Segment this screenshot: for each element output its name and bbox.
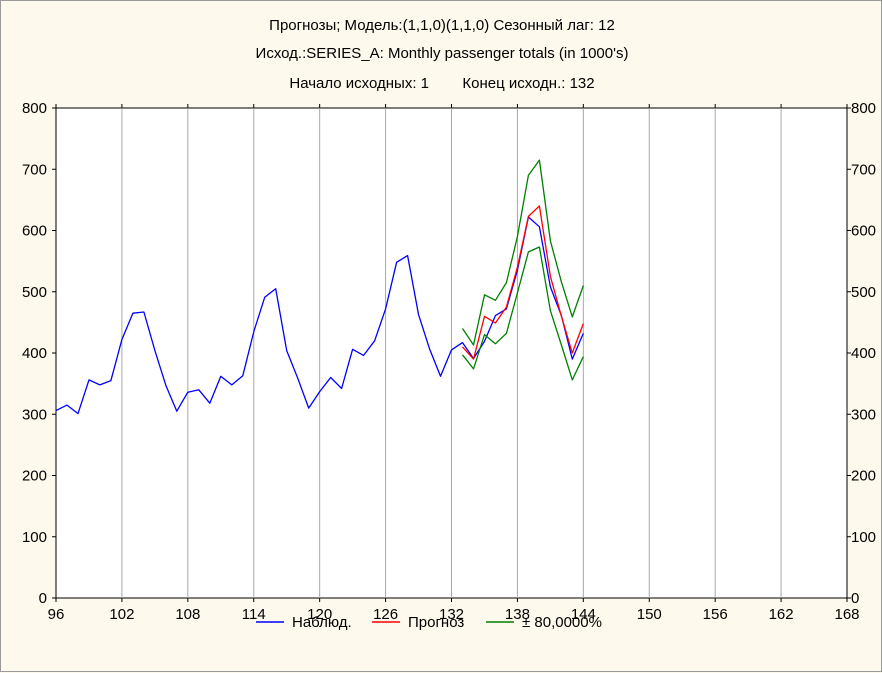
y-tick-label-left: 0 [39, 590, 47, 607]
x-tick-label: 144 [571, 606, 596, 623]
y-tick-label-right: 400 [851, 345, 876, 362]
series-line-3 [461, 246, 584, 381]
legend-label: Прогноз [408, 614, 464, 631]
y-tick-label-left: 100 [22, 529, 47, 546]
y-tick-label-left: 700 [22, 161, 47, 178]
y-tick-label-right: 600 [851, 223, 876, 240]
legend-label: Наблюд. [292, 614, 352, 631]
series-line-1 [462, 205, 584, 360]
series-line-0 [55, 216, 584, 415]
y-tick-label-right: 300 [851, 406, 876, 423]
y-tick-label-left: 500 [22, 284, 47, 301]
x-tick-label: 168 [834, 606, 859, 623]
x-tick-label: 126 [373, 606, 398, 623]
x-tick-label: 132 [439, 606, 464, 623]
y-tick-label-right: 200 [851, 468, 876, 485]
y-tick-label-left: 300 [22, 406, 47, 423]
y-tick-label-right: 0 [851, 590, 859, 607]
x-tick-label: 156 [703, 606, 728, 623]
x-tick-label: 96 [48, 606, 65, 623]
x-tick-label: 150 [637, 606, 662, 623]
legend-label: ± 80,0000% [522, 614, 602, 631]
start-label: Начало исходных: 1 [289, 75, 430, 92]
chart-title: Прогнозы; Модель:(1,1,0)(1,1,0) Сезонный… [269, 17, 615, 34]
chart-subtitle: Исход.:SERIES_A: Monthly passenger total… [255, 45, 629, 62]
grid-lines [121, 108, 782, 598]
y-tick-label-left: 200 [22, 468, 47, 485]
y-tick-label-left: 400 [22, 345, 47, 362]
x-tick-label: 102 [109, 606, 134, 623]
legend: Наблюд. Прогноз ± 80,0000% [256, 614, 602, 631]
x-tick-label: 120 [307, 606, 332, 623]
chart-range-line: Начало исходных: 1 Конец исходн.: 132 [1, 75, 882, 92]
x-tick-label: 138 [505, 606, 530, 623]
series-lines [55, 159, 584, 415]
x-tick-label: 108 [175, 606, 200, 623]
y-tick-label-right: 700 [851, 161, 876, 178]
x-tick-label: 162 [769, 606, 794, 623]
y-tick-label-left: 800 [22, 100, 47, 117]
y-tick-label-right: 100 [851, 529, 876, 546]
end-label: Конец исходн.: 132 [462, 75, 595, 92]
y-tick-label-right: 500 [851, 284, 876, 301]
y-tick-label-left: 600 [22, 223, 47, 240]
y-tick-label-right: 800 [851, 100, 876, 117]
x-tick-label: 114 [242, 606, 266, 623]
series-line-2 [461, 159, 584, 346]
